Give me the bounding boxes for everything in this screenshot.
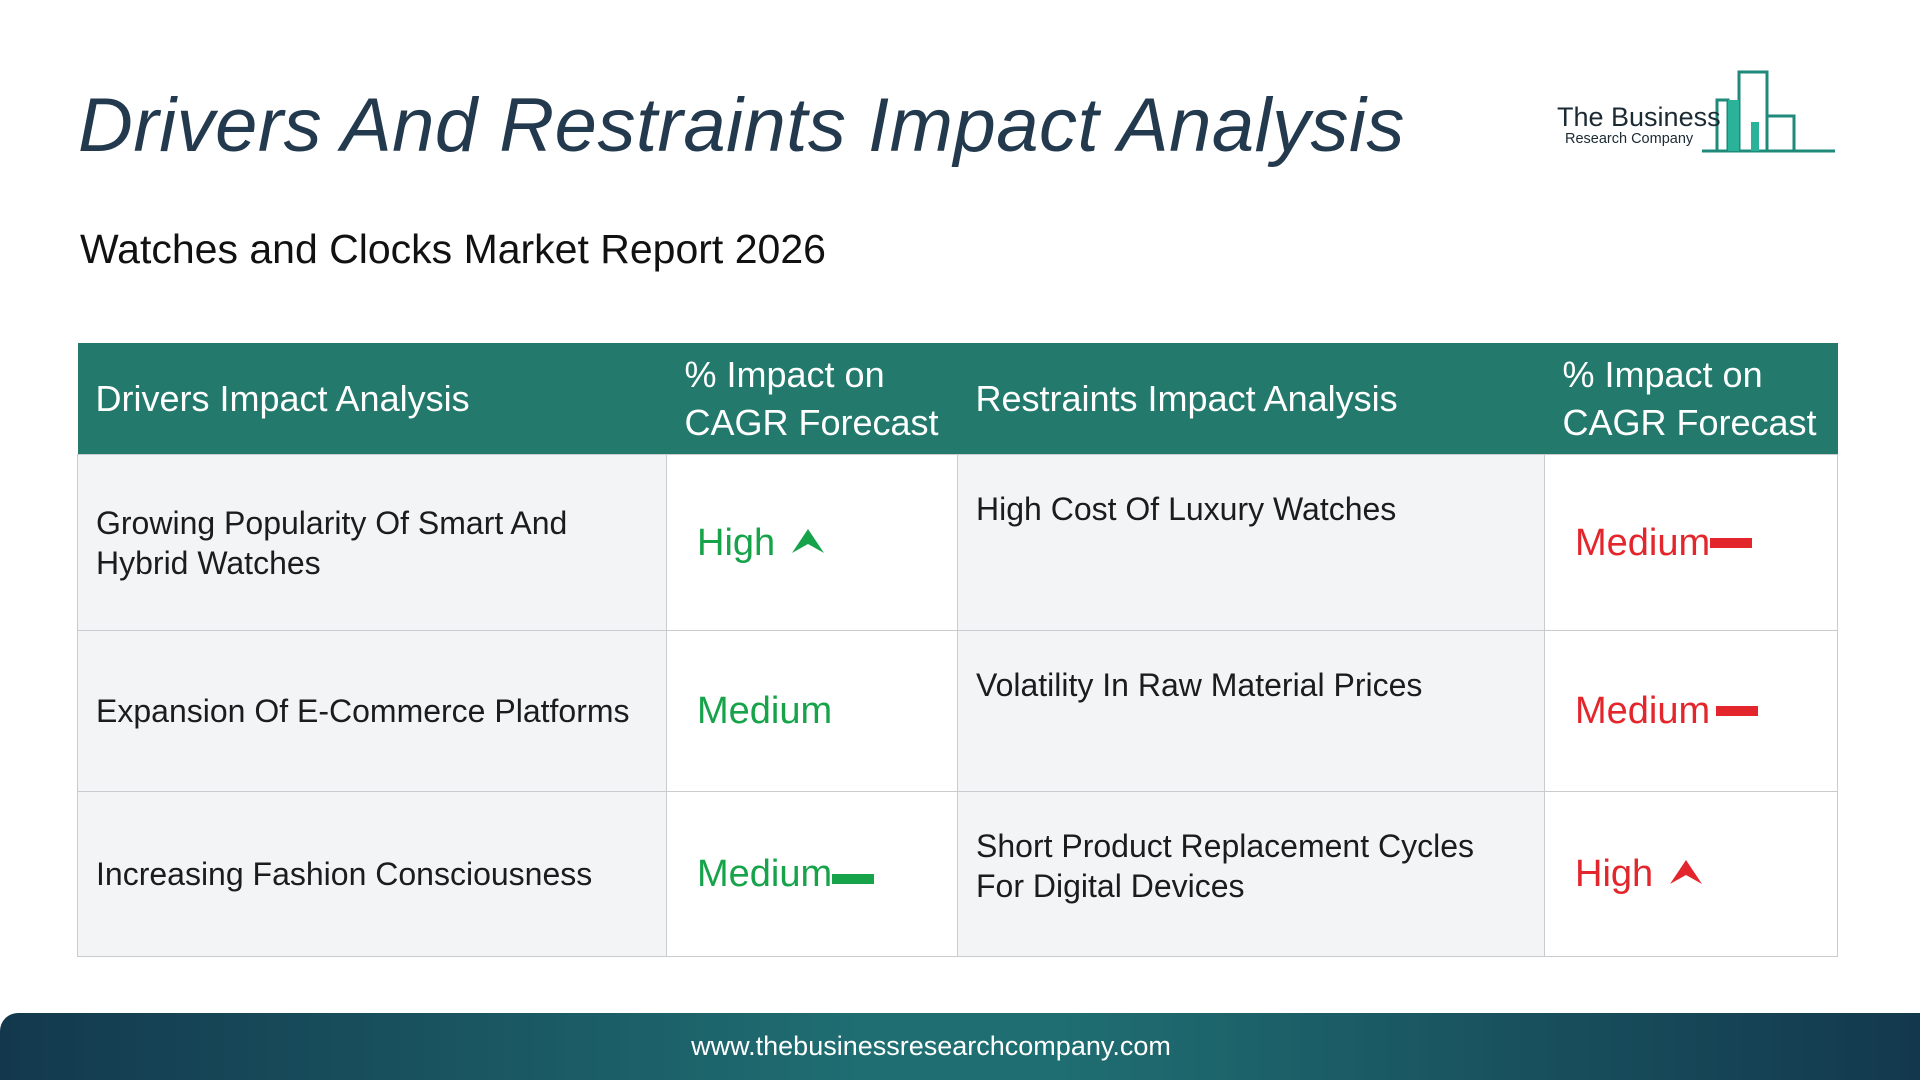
driver-impact: High bbox=[697, 520, 825, 566]
driver-impact-value: Medium bbox=[697, 690, 833, 732]
table-row: Growing Popularity Of Smart And Hybrid W… bbox=[77, 454, 1838, 631]
dash-icon bbox=[1710, 537, 1753, 548]
report-subtitle: Watches and Clocks Market Report 2026 bbox=[80, 226, 826, 272]
table-row: Increasing Fashion Consciousness Medium … bbox=[77, 791, 1838, 957]
header-driver-impact: % Impact on CAGR Forecast bbox=[666, 343, 958, 455]
logo-tagline: Research Company bbox=[1565, 131, 1694, 147]
restraint-impact: High bbox=[1575, 851, 1703, 897]
driver-impact-value: Medium bbox=[697, 853, 833, 895]
arrow-up-icon bbox=[792, 528, 825, 553]
bar-chart-logo-icon bbox=[1702, 70, 1835, 153]
company-logo: The Business Research Company bbox=[1555, 64, 1837, 160]
driver-label: Growing Popularity Of Smart And Hybrid W… bbox=[77, 454, 667, 631]
driver-label: Expansion Of E-Commerce Platforms bbox=[77, 630, 667, 792]
restraint-impact-value: Medium bbox=[1575, 690, 1711, 732]
dash-icon bbox=[1716, 706, 1759, 716]
restraint-impact-value: Medium bbox=[1575, 521, 1711, 564]
driver-impact: Medium bbox=[697, 688, 832, 734]
driver-impact-value: High bbox=[697, 521, 776, 564]
restraint-impact-cell: High bbox=[1544, 791, 1838, 957]
logo-name: The Business bbox=[1557, 102, 1721, 132]
restraint-impact-cell: Medium bbox=[1544, 454, 1838, 631]
restraint-label: Short Product Replacement Cycles For Dig… bbox=[957, 791, 1545, 957]
dash-icon bbox=[832, 874, 875, 884]
footer-website-link[interactable]: www.thebusinessresearchcompany.com bbox=[691, 1031, 1171, 1061]
header-drivers: Drivers Impact Analysis bbox=[77, 343, 667, 455]
arrow-up-icon bbox=[1670, 860, 1703, 884]
driver-impact-cell: Medium bbox=[666, 630, 958, 792]
header-restraint-impact: % Impact on CAGR Forecast bbox=[1544, 343, 1838, 455]
restraint-label: Volatility In Raw Material Prices bbox=[957, 630, 1545, 792]
driver-impact: Medium bbox=[697, 851, 875, 897]
driver-impact-cell: High bbox=[666, 454, 958, 631]
driver-label: Increasing Fashion Consciousness bbox=[77, 791, 667, 957]
restraint-impact: Medium bbox=[1575, 520, 1753, 566]
page-title: Drivers And Restraints Impact Analysis bbox=[78, 83, 1405, 168]
restraint-label: High Cost Of Luxury Watches bbox=[957, 454, 1545, 631]
header-restraints: Restraints Impact Analysis bbox=[957, 343, 1545, 455]
footer-bar: www.thebusinessresearchcompany.com bbox=[0, 1013, 1920, 1080]
impact-table: Drivers Impact Analysis % Impact on CAGR… bbox=[77, 343, 1838, 957]
restraint-impact-cell: Medium bbox=[1544, 630, 1838, 792]
table-header-row: Drivers Impact Analysis % Impact on CAGR… bbox=[77, 343, 1838, 455]
restraint-impact: Medium bbox=[1575, 688, 1759, 734]
table-row: Expansion Of E-Commerce Platforms Medium… bbox=[77, 630, 1838, 792]
restraint-impact-value: High bbox=[1575, 853, 1654, 895]
driver-impact-cell: Medium bbox=[666, 791, 958, 957]
